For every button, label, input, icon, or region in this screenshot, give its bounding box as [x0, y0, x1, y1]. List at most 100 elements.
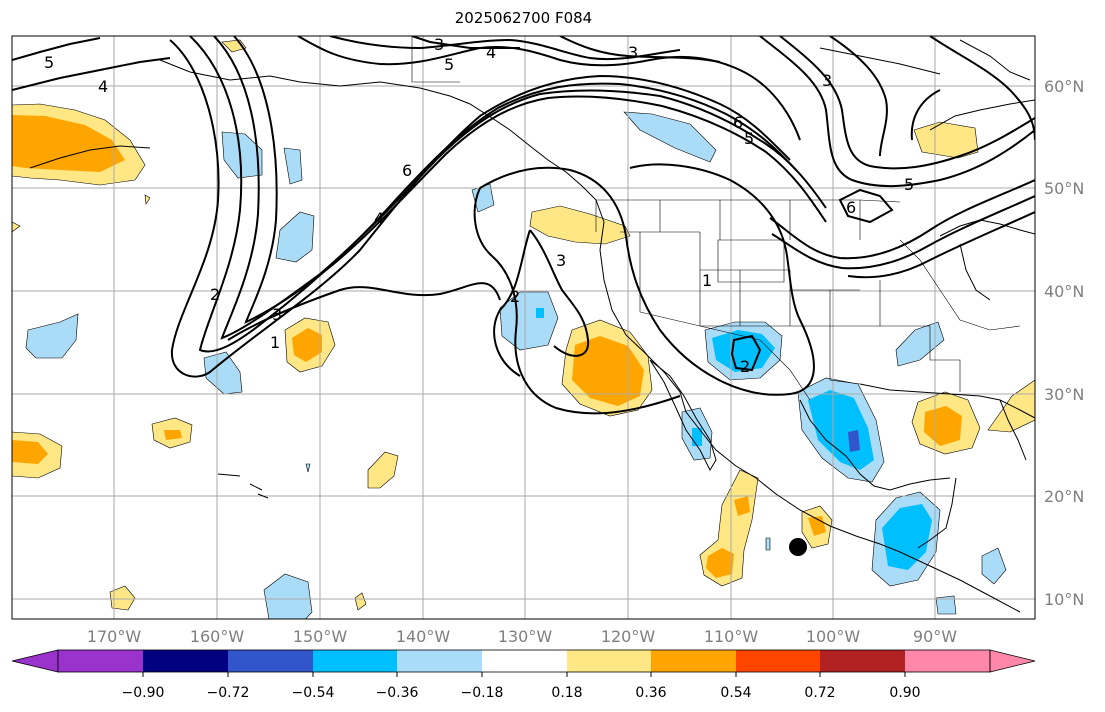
- contour-label: 2: [740, 357, 750, 376]
- colorbar-segment: [58, 650, 143, 672]
- contour-labels: 5 4 3 4 3 5 6 5 3 6 5 6 4 2 3 1 2 3 1 2: [44, 35, 914, 376]
- map-frame: [11, 35, 1036, 620]
- positive-anomaly-area: [529, 205, 631, 245]
- lon-label: 130°W: [498, 627, 553, 646]
- colorbar: [11, 649, 1036, 673]
- map-layers: 5 4 3 4 3 5 6 5 3 6 5 6 4 2 3 1 2 3 1 2: [12, 35, 1035, 619]
- positive-anomaly-core: [924, 406, 962, 446]
- contour-label: 4: [486, 43, 496, 62]
- graticule: [12, 36, 1035, 619]
- colorbar-tick-label: 0.36: [635, 685, 666, 701]
- lon-label: 90°W: [913, 627, 957, 646]
- positive-anomaly-area: [354, 592, 367, 611]
- lat-label: 30°N: [1044, 385, 1084, 404]
- negative-anomaly-area: [623, 111, 717, 163]
- colorbar-tick-label: −0.36: [376, 685, 419, 701]
- contour-label: 1: [702, 271, 712, 290]
- negative-anomaly-dark: [848, 430, 860, 452]
- colorbar-tick-label: 0.72: [804, 685, 835, 701]
- contour-label: 3: [822, 71, 832, 90]
- storm-center-marker: [789, 538, 807, 556]
- height-contours: [12, 36, 1035, 415]
- colorbar-segment: [397, 650, 482, 672]
- positive-anomaly-area: [367, 451, 399, 489]
- colorbar-segment-low-extend: [11, 649, 59, 673]
- colorbar-segment: [482, 650, 567, 672]
- colorbar-segment: [905, 650, 990, 672]
- negative-anomaly-area: [981, 547, 1007, 585]
- colorbar-tick-label: −0.90: [122, 685, 165, 701]
- colorbar-tick-label: −0.18: [461, 685, 504, 701]
- latitude-labels: 60°N 50°N 40°N 30°N 20°N 10°N: [1044, 77, 1084, 609]
- lon-label: 160°W: [190, 627, 245, 646]
- map-title: 2025062700 F084: [454, 9, 593, 27]
- positive-anomaly-area: [144, 194, 151, 205]
- colorbar-tick-label: 0.54: [720, 685, 751, 701]
- negative-anomaly-area: [275, 211, 315, 263]
- negative-anomaly-area: [305, 463, 311, 473]
- contour-label: 5: [444, 55, 454, 74]
- contour-label: 3: [434, 35, 444, 54]
- contour-label: 4: [374, 209, 384, 228]
- contour-label: 4: [98, 77, 108, 96]
- negative-anomaly-area: [25, 313, 79, 359]
- positive-anomaly-area: [12, 221, 21, 233]
- contour-label: 3: [556, 251, 566, 270]
- colorbar-tick-label: −0.72: [207, 685, 250, 701]
- longitude-labels: 170°W 160°W 150°W 140°W 130°W 120°W 110°…: [87, 627, 957, 646]
- lon-label: 100°W: [806, 627, 861, 646]
- positive-anomaly-area: [913, 121, 979, 159]
- colorbar-segment: [651, 650, 736, 672]
- contour-label: 2: [510, 287, 520, 306]
- lat-label: 50°N: [1044, 179, 1084, 198]
- colorbar-frame: [57, 649, 991, 673]
- lat-label: 10°N: [1044, 590, 1084, 609]
- colorbar-segment: [228, 650, 313, 672]
- contour-label: 6: [846, 198, 856, 217]
- positive-anomaly-core: [734, 496, 750, 516]
- negative-anomaly-area: [221, 131, 263, 179]
- lon-label: 110°W: [704, 627, 759, 646]
- colorbar-segment: [313, 650, 397, 672]
- contour-label: 5: [744, 129, 754, 148]
- negative-anomaly-area: [283, 147, 303, 185]
- contour-label: 1: [270, 333, 280, 352]
- contour-label: 2: [210, 285, 220, 304]
- positive-anomaly-area: [109, 585, 136, 611]
- colorbar-labels: −0.90 −0.72 −0.54 −0.36 −0.18 0.18 0.36 …: [122, 685, 921, 701]
- positive-anomaly-core: [572, 336, 644, 406]
- contour-label: 3: [272, 305, 282, 324]
- lon-label: 170°W: [87, 627, 142, 646]
- colorbar-segment: [820, 650, 905, 672]
- contour-label: 6: [733, 113, 743, 132]
- positive-anomaly-core: [164, 430, 182, 440]
- negative-anomaly-area: [895, 321, 945, 367]
- positive-anomaly-core: [12, 440, 48, 464]
- negative-anomaly-area: [935, 595, 957, 615]
- coastlines: [29, 39, 1035, 613]
- lon-label: 150°W: [293, 627, 348, 646]
- negative-anomaly-area: [499, 291, 559, 351]
- negative-anomaly-core: [882, 504, 932, 570]
- positive-anomaly-core: [12, 115, 125, 172]
- colorbar-segment: [736, 650, 820, 672]
- colorbar-tick-label: −0.54: [292, 685, 335, 701]
- negative-anomaly-area: [765, 537, 771, 551]
- positive-anomaly-core: [706, 548, 734, 578]
- negative-anomaly-core: [536, 308, 544, 318]
- contour-label: 5: [904, 175, 914, 194]
- colorbar-segment: [143, 650, 228, 672]
- colorbar-tick-label: 0.18: [551, 685, 582, 701]
- positive-anomaly-core: [292, 328, 322, 362]
- lat-label: 60°N: [1044, 77, 1084, 96]
- lon-label: 120°W: [601, 627, 656, 646]
- lat-label: 40°N: [1044, 282, 1084, 301]
- negative-anomaly-core: [712, 330, 775, 372]
- political-borders: [411, 36, 1021, 401]
- colorbar-segment: [567, 650, 651, 672]
- negative-anomaly-area: [263, 573, 313, 619]
- negative-anomaly-area: [203, 351, 243, 395]
- contour-label: 5: [44, 53, 54, 72]
